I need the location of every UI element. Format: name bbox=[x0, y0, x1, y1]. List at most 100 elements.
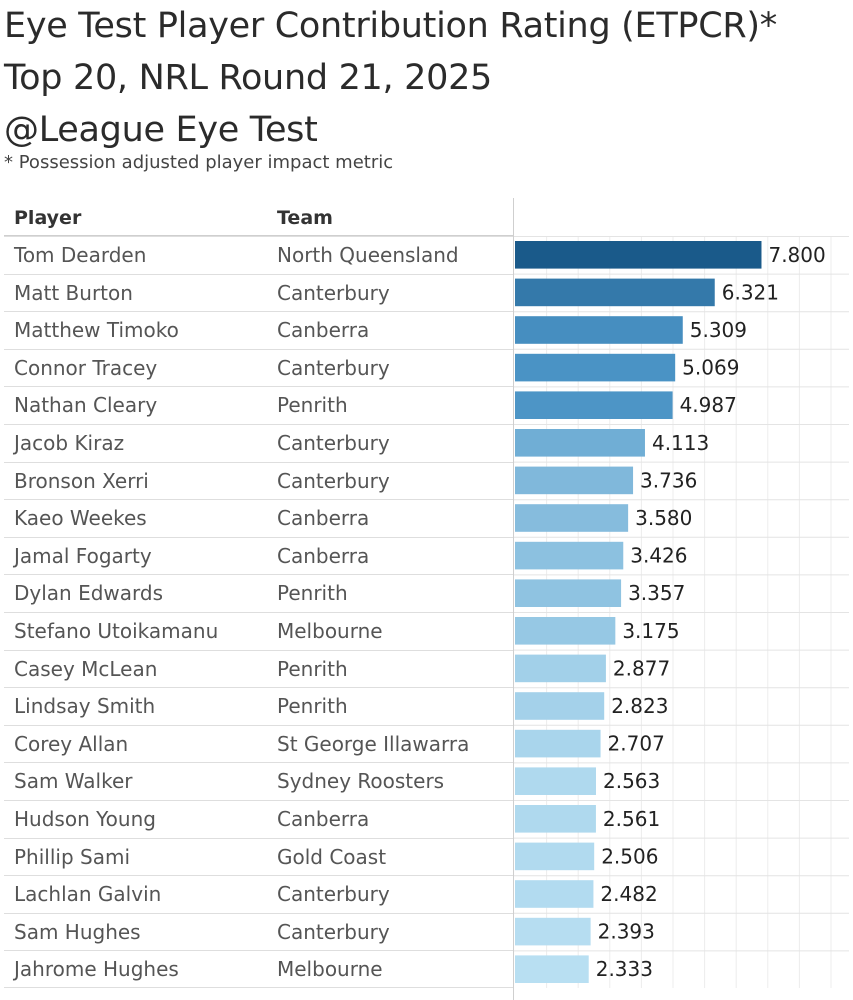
team-name: North Queensland bbox=[277, 243, 459, 267]
player-name: Phillip Sami bbox=[14, 844, 131, 869]
table-row: Sam Hughes Canterbury bbox=[4, 912, 513, 951]
bar bbox=[515, 880, 594, 908]
player-name: Jahrome Hughes bbox=[14, 957, 179, 982]
table-row: Sam Walker Sydney Roosters bbox=[4, 762, 513, 800]
player-name: Stefano Utoikamanu bbox=[14, 618, 219, 643]
bar bbox=[515, 241, 762, 269]
bar-value-label: 3.736 bbox=[640, 468, 697, 492]
column-header-team: Team bbox=[277, 207, 333, 229]
bar-value-label: 3.175 bbox=[622, 619, 679, 643]
title-line-2: Top 20, NRL Round 21, 2025 bbox=[4, 58, 493, 98]
bar bbox=[515, 767, 596, 795]
bar-value-label: 7.800 bbox=[768, 243, 825, 267]
title-line-1: Eye Test Player Contribution Rating (ETP… bbox=[4, 6, 777, 46]
bar bbox=[515, 316, 683, 344]
bar bbox=[515, 955, 589, 983]
table-row: Lachlan Galvin Canterbury bbox=[4, 875, 513, 913]
bar-value-label: 2.707 bbox=[608, 732, 665, 756]
table-row: Bronson Xerri Canterbury bbox=[4, 461, 513, 500]
bar-value-label: 2.563 bbox=[603, 769, 660, 793]
bar-value-label: 2.333 bbox=[596, 957, 653, 981]
bar bbox=[515, 504, 629, 532]
bar-value-label: 2.823 bbox=[611, 694, 668, 718]
team-name: Gold Coast bbox=[277, 844, 387, 869]
player-name: Sam Hughes bbox=[14, 919, 141, 944]
bar-value-label: 2.877 bbox=[613, 656, 670, 680]
bar bbox=[515, 579, 622, 607]
team-name: St George Illawarra bbox=[277, 731, 470, 756]
bar bbox=[515, 654, 606, 683]
bar bbox=[515, 617, 616, 645]
table-row: Jacob Kiraz Canterbury bbox=[4, 423, 513, 462]
bar bbox=[515, 278, 715, 307]
player-name: Corey Allan bbox=[14, 731, 129, 756]
player-name: Matt Burton bbox=[14, 280, 133, 305]
bar bbox=[515, 917, 591, 946]
bar-value-label: 5.309 bbox=[690, 318, 747, 342]
team-name: Sydney Roosters bbox=[277, 769, 445, 794]
table-row: Jamal Fogarty Canberra bbox=[4, 536, 513, 575]
team-name: Canterbury bbox=[277, 430, 390, 455]
bar-value-label: 5.069 bbox=[682, 356, 739, 380]
table-row: Matt Burton Canterbury bbox=[4, 273, 513, 312]
bar-value-label: 3.357 bbox=[628, 581, 685, 605]
bar-value-label: 6.321 bbox=[722, 280, 779, 304]
team-name: Penrith bbox=[277, 694, 348, 719]
player-name: Jamal Fogarty bbox=[14, 543, 152, 568]
table-row: Casey McLean Penrith bbox=[4, 649, 513, 688]
bar-value-label: 2.482 bbox=[600, 882, 657, 906]
player-name: Sam Walker bbox=[14, 769, 133, 794]
column-divider bbox=[513, 198, 514, 1000]
bar bbox=[515, 541, 624, 570]
title-block: Eye Test Player Contribution Rating (ETP… bbox=[4, 0, 777, 156]
table-row: Jahrome Hughes Melbourne bbox=[4, 950, 513, 988]
bar bbox=[515, 729, 601, 758]
team-name: Canterbury bbox=[277, 919, 390, 944]
bar bbox=[515, 805, 596, 833]
player-name: Tom Dearden bbox=[14, 243, 147, 267]
bar-value-label: 4.987 bbox=[680, 393, 737, 417]
bar-value-label: 2.393 bbox=[598, 920, 655, 944]
bar-chart: 7.800 6.321 5.309 5.069 4.987 4.113 3.736 3.580… bbox=[514, 236, 849, 988]
team-name: Penrith bbox=[277, 581, 348, 606]
player-name: Casey McLean bbox=[14, 656, 158, 681]
table-row: Matthew Timoko Canberra bbox=[4, 311, 513, 349]
table-row: Nathan Cleary Penrith bbox=[4, 386, 513, 424]
bar-value-label: 3.426 bbox=[630, 544, 687, 568]
bar-value-label: 2.561 bbox=[603, 807, 660, 831]
player-name: Kaeo Weekes bbox=[14, 506, 147, 531]
team-name: Melbourne bbox=[277, 957, 383, 982]
bar-value-label: 2.506 bbox=[601, 844, 658, 868]
team-name: Canberra bbox=[277, 506, 370, 531]
table-row: Hudson Young Canberra bbox=[4, 799, 513, 838]
team-name: Canterbury bbox=[277, 468, 390, 493]
bar bbox=[515, 391, 673, 419]
bar bbox=[515, 692, 605, 720]
table-row: Stefano Utoikamanu Melbourne bbox=[4, 611, 513, 650]
team-name: Canterbury bbox=[277, 280, 390, 305]
table-row: Corey Allan St George Illawarra bbox=[4, 724, 513, 763]
subtitle: * Possession adjusted player impact metr… bbox=[4, 152, 394, 173]
table-row: Lindsay Smith Penrith bbox=[4, 687, 513, 725]
table-row: Tom Dearden North Queensland bbox=[4, 236, 513, 274]
column-header-player: Player bbox=[14, 207, 82, 229]
team-name: Melbourne bbox=[277, 618, 383, 643]
player-name: Jacob Kiraz bbox=[14, 430, 125, 455]
player-name: Bronson Xerri bbox=[14, 468, 149, 493]
team-name: Canterbury bbox=[277, 882, 390, 907]
bar bbox=[515, 466, 634, 495]
team-name: Canberra bbox=[277, 806, 370, 831]
team-name: Penrith bbox=[277, 656, 348, 681]
bar bbox=[515, 353, 676, 382]
player-name: Lachlan Galvin bbox=[14, 882, 162, 907]
bar-value-label: 4.113 bbox=[652, 431, 709, 455]
player-name: Nathan Cleary bbox=[14, 393, 158, 418]
bar-value-label: 3.580 bbox=[635, 506, 692, 530]
header-divider bbox=[4, 235, 513, 236]
table-row: Kaeo Weekes Canberra bbox=[4, 499, 513, 537]
table-rows: Tom Dearden North Queensland Matt Burton Ca… bbox=[4, 236, 513, 988]
player-name: Lindsay Smith bbox=[14, 694, 156, 719]
team-name: Canberra bbox=[277, 318, 370, 343]
table-row: Dylan Edwards Penrith bbox=[4, 574, 513, 612]
player-name: Dylan Edwards bbox=[14, 581, 164, 606]
